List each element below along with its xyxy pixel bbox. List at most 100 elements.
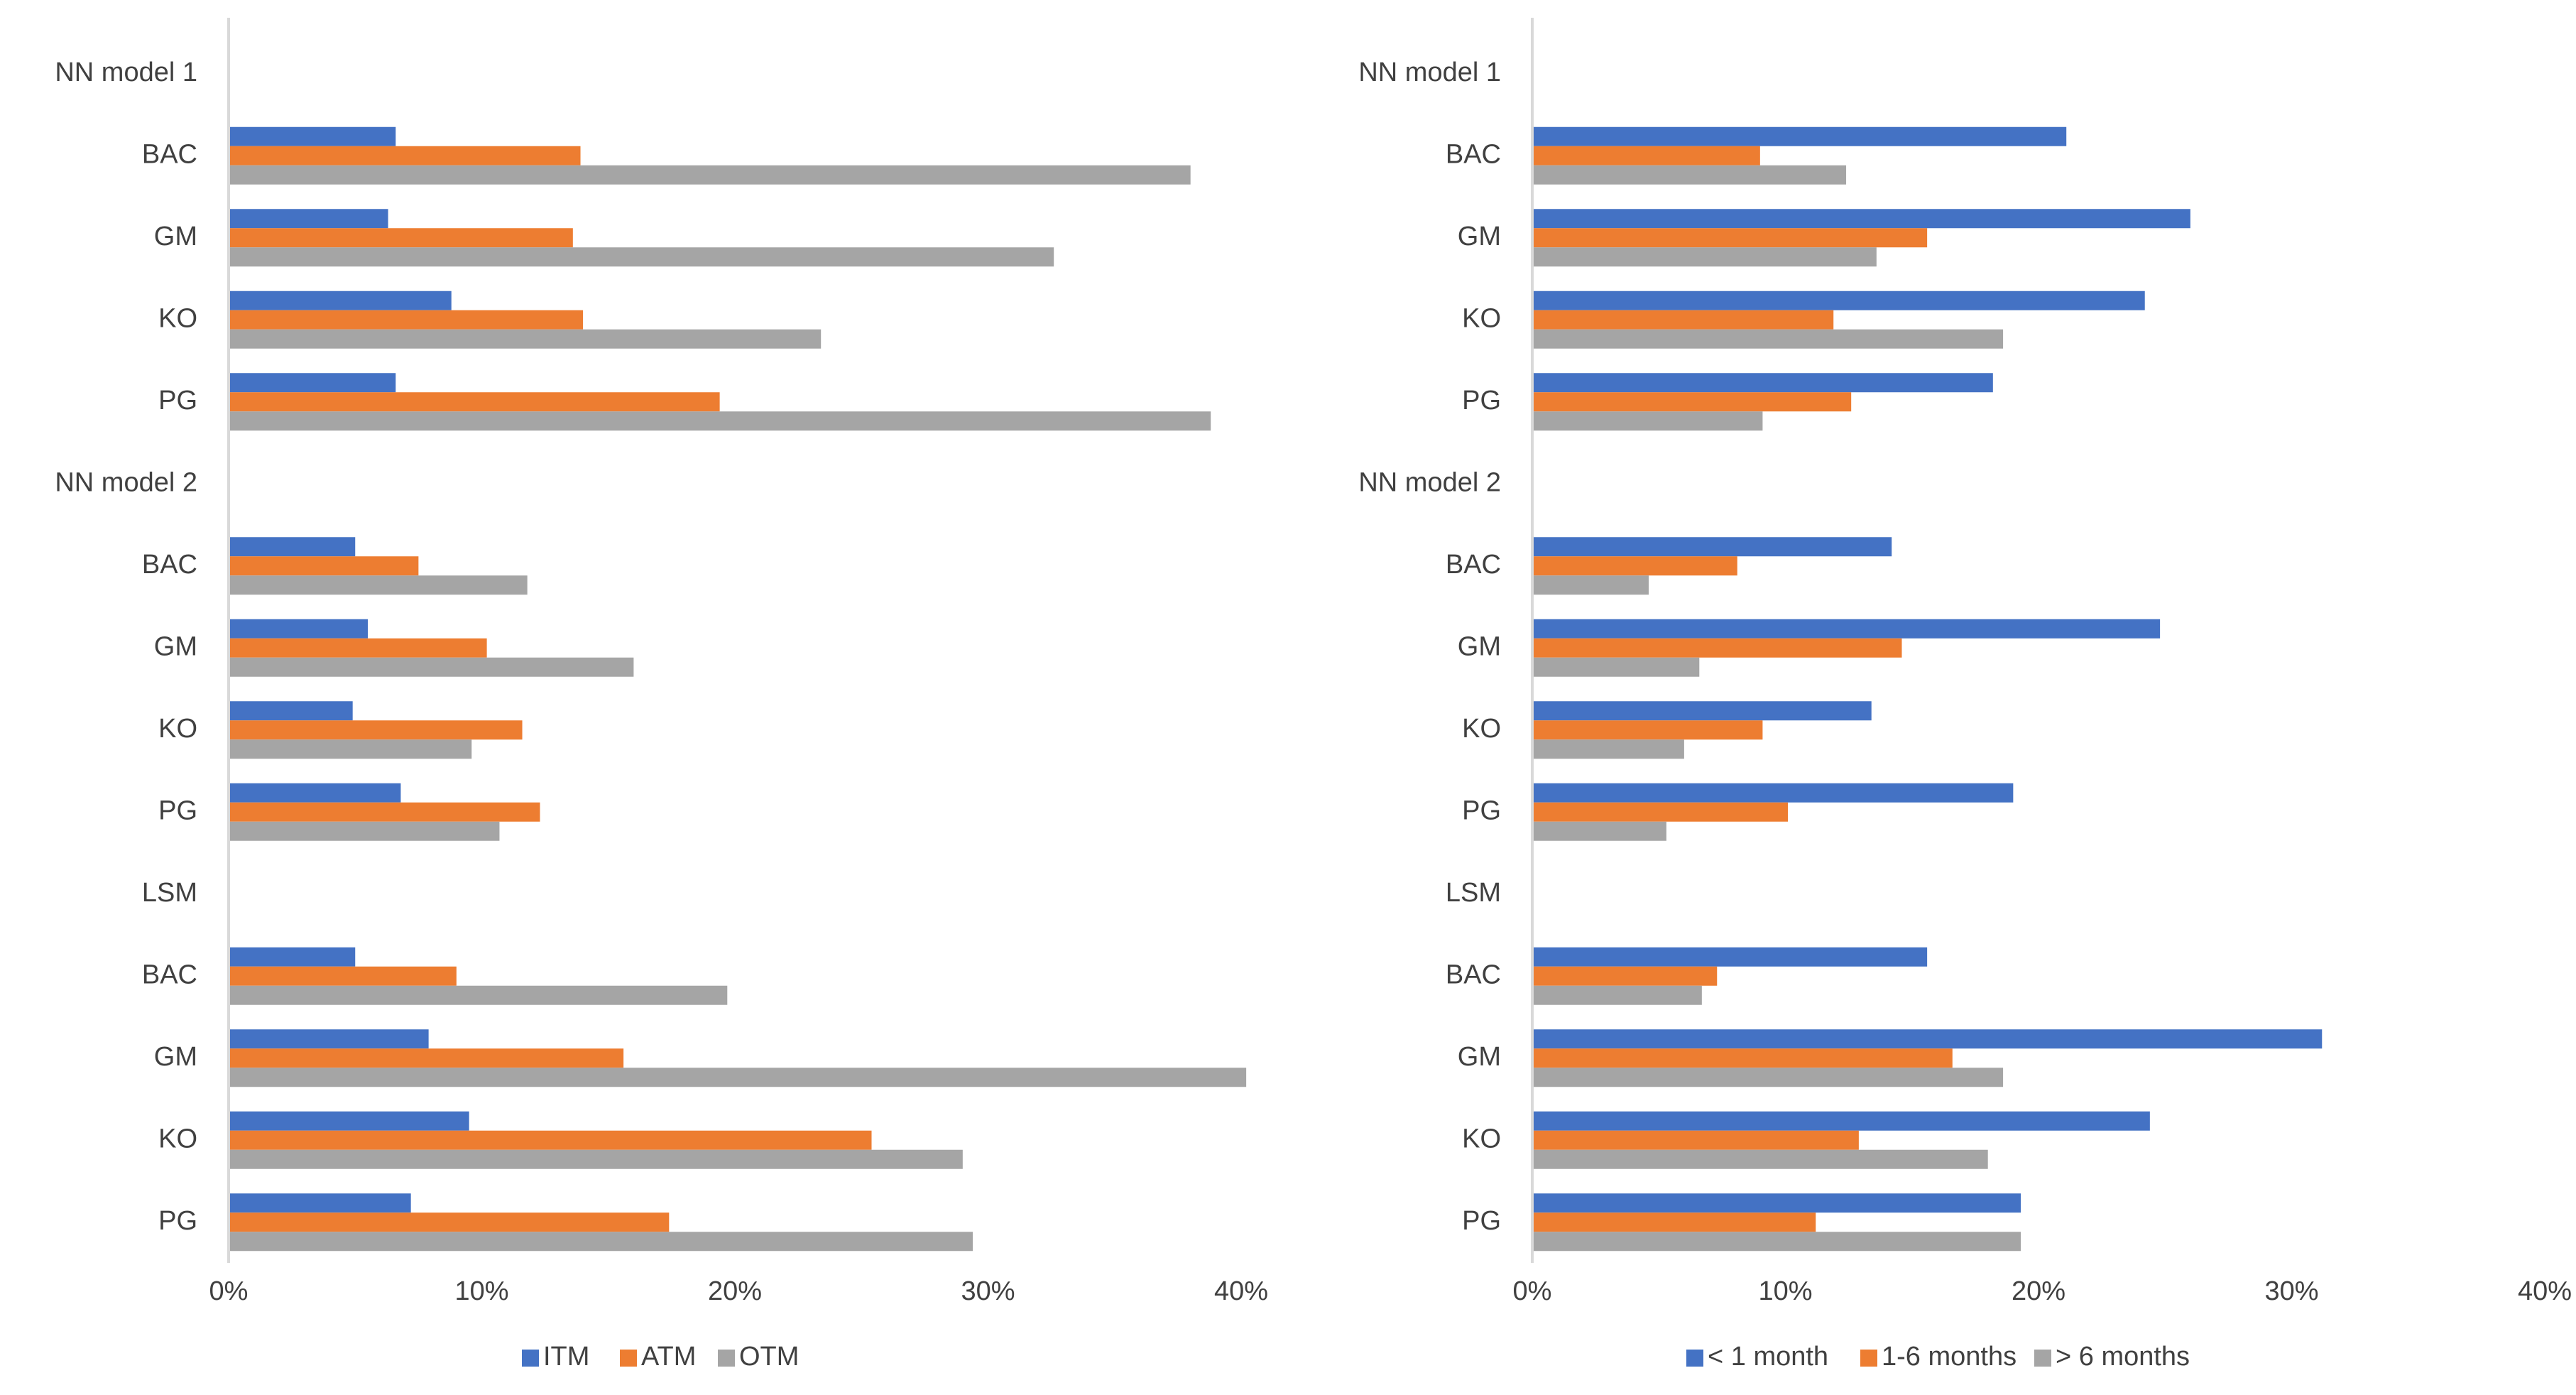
x-tick-label: 20%: [708, 1276, 762, 1306]
category-label-gm: GM: [154, 222, 197, 251]
bar-ko-itm: [229, 701, 353, 721]
x-tick-label: 0%: [209, 1276, 249, 1306]
bar-bac-itm: [229, 947, 356, 967]
bar-ko-atm: [229, 1130, 872, 1150]
bar-ko-1-6-months: [1532, 720, 1763, 740]
bar-gm-otm: [229, 657, 634, 677]
bar-gm-otm: [229, 1068, 1247, 1087]
bar-gm-1-month: [1532, 1029, 2323, 1049]
bar-pg-itm: [229, 1193, 411, 1213]
bar-pg-6-months: [1532, 411, 1763, 431]
bar-bac-6-months: [1532, 575, 1649, 595]
bar-bac-atm: [229, 146, 581, 165]
x-tick-label: 20%: [2012, 1276, 2065, 1306]
bar-pg-1-6-months: [1532, 1212, 1816, 1232]
category-label-ko: KO: [158, 1124, 197, 1154]
category-label-nn-model-2: NN model 2: [55, 467, 197, 497]
bar-gm-1-month: [1532, 619, 2161, 639]
bar-pg-otm: [229, 411, 1211, 431]
category-label-gm: GM: [154, 1042, 197, 1072]
category-label-bac: BAC: [1446, 960, 1501, 989]
bar-gm-itm: [229, 619, 369, 639]
category-label-gm: GM: [1458, 222, 1501, 251]
category-label-ko: KO: [158, 714, 197, 744]
bar-gm-6-months: [1532, 247, 1877, 267]
bar-gm-atm: [229, 228, 573, 248]
bar-bac-6-months: [1532, 985, 1702, 1005]
bar-pg-otm: [229, 1232, 973, 1252]
x-tick-label: 40%: [1214, 1276, 1268, 1306]
bar-bac-otm: [229, 985, 728, 1005]
legend-label-1-month: < 1 month: [1708, 1342, 1828, 1372]
bar-ko-6-months: [1532, 1149, 1988, 1169]
bar-pg-1-6-months: [1532, 392, 1852, 412]
bar-pg-1-6-months: [1532, 802, 1789, 822]
bar-pg-atm: [229, 1212, 670, 1232]
legend: ITM ATM OTM: [522, 1342, 799, 1372]
bar-gm-itm: [229, 1029, 429, 1049]
bar-bac-itm: [229, 537, 356, 557]
category-label-lsm: LSM: [142, 878, 197, 908]
legend-label-6-months: > 6 months: [2056, 1342, 2190, 1372]
legend-swatch-1-6-months: [1860, 1350, 1877, 1367]
bar-ko-itm: [229, 291, 452, 310]
category-label-pg: PG: [1462, 386, 1501, 416]
bar-ko-atm: [229, 310, 584, 330]
x-tick-label: 10%: [454, 1276, 508, 1306]
bar-ko-itm: [229, 1111, 469, 1131]
x-tick-label: 40%: [2518, 1276, 2572, 1306]
x-tick-label: 30%: [961, 1276, 1015, 1306]
legend-label-itm: ITM: [543, 1342, 589, 1372]
category-label-pg: PG: [1462, 796, 1501, 825]
bar-ko-otm: [229, 1149, 963, 1169]
left-chart-panel: NN model 1 BAC GM KO PG NN model 2 BAC GM KO PG LS…: [55, 18, 1268, 1372]
right-chart-panel: NN model 1 BAC GM KO PG NN model 2 BAC GM KO PG LS…: [1358, 18, 2572, 1372]
bar-pg-1-month: [1532, 783, 2014, 803]
bar-ko-1-month: [1532, 291, 2145, 310]
bar-bac-1-6-months: [1532, 966, 1718, 986]
bar-pg-atm: [229, 802, 540, 822]
bar-bac-1-6-months: [1532, 556, 1737, 576]
bar-bac-atm: [229, 556, 419, 576]
bar-pg-6-months: [1532, 1232, 2021, 1252]
bar-ko-1-month: [1532, 1111, 2150, 1131]
bar-gm-6-months: [1532, 1068, 2004, 1087]
category-label-bac: BAC: [142, 139, 197, 169]
category-label-gm: GM: [154, 631, 197, 661]
bar-ko-6-months: [1532, 739, 1684, 759]
category-label-ko: KO: [1462, 714, 1501, 744]
category-label-bac: BAC: [1446, 139, 1501, 169]
bar-gm-6-months: [1532, 657, 1700, 677]
bar-ko-1-6-months: [1532, 310, 1834, 330]
x-tick-label: 30%: [2264, 1276, 2318, 1306]
bar-pg-otm: [229, 821, 500, 841]
category-label-bac: BAC: [142, 550, 197, 580]
bar-bac-1-6-months: [1532, 146, 1760, 165]
legend-swatch-otm: [718, 1350, 735, 1367]
bar-pg-atm: [229, 392, 720, 412]
bar-ko-otm: [229, 329, 822, 349]
bar-bac-6-months: [1532, 165, 1847, 185]
bar-gm-atm: [229, 1048, 624, 1068]
legend-swatch-1-month: [1686, 1350, 1703, 1367]
bar-gm-1-month: [1532, 209, 2190, 229]
category-label-lsm: LSM: [1446, 878, 1501, 908]
bar-bac-otm: [229, 165, 1191, 185]
bar-pg-1-month: [1532, 1193, 2021, 1213]
bar-gm-1-6-months: [1532, 228, 1928, 248]
legend-swatch-itm: [522, 1350, 539, 1367]
bar-gm-itm: [229, 209, 388, 229]
bar-bac-1-month: [1532, 537, 1892, 557]
bar-pg-itm: [229, 783, 401, 803]
bar-pg-itm: [229, 373, 396, 393]
category-label-gm: GM: [1458, 1042, 1501, 1072]
bar-bac-itm: [229, 126, 396, 146]
category-label-bac: BAC: [1446, 550, 1501, 580]
category-label-pg: PG: [158, 1206, 197, 1236]
bar-ko-otm: [229, 739, 472, 759]
bar-pg-6-months: [1532, 821, 1666, 841]
bar-ko-atm: [229, 720, 523, 740]
category-label-nn-model-1: NN model 1: [55, 58, 197, 87]
bar-pg-1-month: [1532, 373, 1993, 393]
bar-gm-atm: [229, 638, 487, 658]
